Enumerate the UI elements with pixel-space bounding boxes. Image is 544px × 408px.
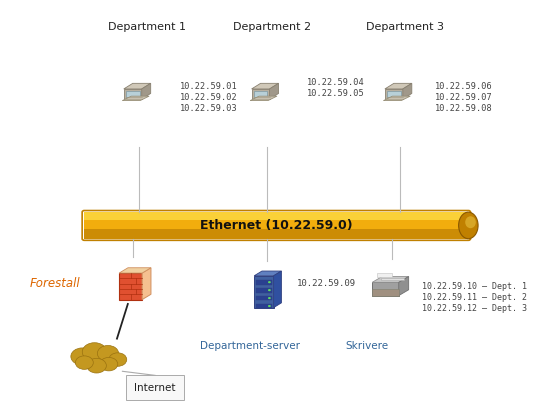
Bar <box>84 215 468 216</box>
Polygon shape <box>254 91 268 98</box>
Circle shape <box>75 356 94 369</box>
Ellipse shape <box>465 216 476 228</box>
Polygon shape <box>133 98 141 99</box>
Polygon shape <box>122 96 149 101</box>
Bar <box>84 217 468 219</box>
Bar <box>84 220 468 222</box>
Polygon shape <box>256 280 272 284</box>
Polygon shape <box>250 96 277 101</box>
Polygon shape <box>124 83 151 89</box>
Bar <box>84 222 468 223</box>
Polygon shape <box>394 98 402 99</box>
Polygon shape <box>385 89 403 99</box>
Bar <box>84 231 468 232</box>
Polygon shape <box>256 288 272 293</box>
Polygon shape <box>254 276 274 308</box>
Bar <box>84 228 468 229</box>
Polygon shape <box>251 89 270 99</box>
Polygon shape <box>377 273 392 277</box>
Circle shape <box>100 357 118 371</box>
Polygon shape <box>256 296 272 300</box>
Bar <box>84 232 468 233</box>
Polygon shape <box>124 89 141 99</box>
Text: Forestall: Forestall <box>30 277 81 290</box>
Polygon shape <box>387 91 401 98</box>
Bar <box>84 229 468 231</box>
Circle shape <box>268 289 271 291</box>
Bar <box>84 223 468 224</box>
Circle shape <box>268 281 271 283</box>
Bar <box>84 212 468 213</box>
Text: Ethernet (10.22.59.0): Ethernet (10.22.59.0) <box>200 219 353 232</box>
Polygon shape <box>372 277 409 282</box>
Bar <box>84 236 468 237</box>
Bar <box>84 225 468 227</box>
Polygon shape <box>256 304 272 308</box>
Bar <box>84 233 468 235</box>
Text: Department-server: Department-server <box>200 341 300 351</box>
Polygon shape <box>254 271 281 276</box>
Circle shape <box>82 343 107 361</box>
Polygon shape <box>403 83 412 99</box>
Polygon shape <box>141 83 151 99</box>
Polygon shape <box>399 277 409 295</box>
Bar <box>84 219 468 220</box>
Polygon shape <box>119 273 142 299</box>
Text: Skrivere: Skrivere <box>345 341 389 351</box>
Polygon shape <box>384 96 410 101</box>
Polygon shape <box>270 83 279 99</box>
Bar <box>84 213 468 215</box>
Text: 10.22.59.10 – Dept. 1
10.22.59.11 – Dept. 2
10.22.59.12 – Dept. 3: 10.22.59.10 – Dept. 1 10.22.59.11 – Dept… <box>422 282 527 313</box>
Circle shape <box>268 305 271 307</box>
Bar <box>84 237 468 239</box>
Circle shape <box>71 348 94 365</box>
Circle shape <box>97 346 119 361</box>
Bar <box>84 227 468 228</box>
Circle shape <box>109 353 127 366</box>
Text: 10.22.59.09: 10.22.59.09 <box>296 279 356 288</box>
Text: 10.22.59.06
10.22.59.07
10.22.59.08: 10.22.59.06 10.22.59.07 10.22.59.08 <box>435 82 493 113</box>
FancyBboxPatch shape <box>126 375 184 400</box>
Text: Department 3: Department 3 <box>366 22 444 33</box>
Text: 10.22.59.01
10.22.59.02
10.22.59.03: 10.22.59.01 10.22.59.02 10.22.59.03 <box>180 82 237 113</box>
Text: Department 1: Department 1 <box>108 22 186 33</box>
Polygon shape <box>372 282 399 295</box>
Text: Department 2: Department 2 <box>233 22 311 33</box>
Polygon shape <box>251 83 279 89</box>
Polygon shape <box>119 268 151 273</box>
Polygon shape <box>274 271 281 308</box>
Bar <box>84 235 468 236</box>
Polygon shape <box>126 91 140 98</box>
Polygon shape <box>261 98 269 99</box>
Circle shape <box>268 297 271 299</box>
Circle shape <box>87 358 107 373</box>
Polygon shape <box>142 268 151 299</box>
Ellipse shape <box>459 212 478 239</box>
Polygon shape <box>372 289 399 295</box>
Text: Internet: Internet <box>134 383 176 392</box>
Bar <box>84 216 468 217</box>
Bar <box>84 224 468 225</box>
Polygon shape <box>385 83 412 89</box>
Polygon shape <box>381 278 404 280</box>
Text: 10.22.59.04
10.22.59.05: 10.22.59.04 10.22.59.05 <box>307 78 365 98</box>
